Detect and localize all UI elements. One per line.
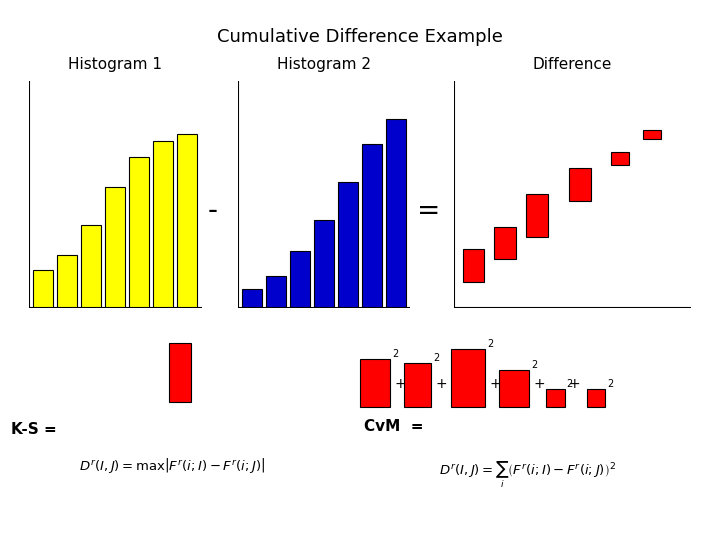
Text: 2: 2 [392, 348, 398, 359]
Bar [362, 144, 382, 308]
Bar [643, 130, 660, 139]
Bar [546, 389, 564, 407]
Bar [289, 251, 310, 308]
Text: +: + [569, 377, 580, 392]
Text: $D^{r}(I,J)=\sum_{i}\left(F^{r}(i;I)-F^{r}(i;J)\right)^{2}$: $D^{r}(I,J)=\sum_{i}\left(F^{r}(i;I)-F^{… [439, 460, 616, 490]
Text: -: - [207, 197, 217, 225]
Text: Histogram 2: Histogram 2 [277, 57, 371, 72]
Text: Histogram 1: Histogram 1 [68, 57, 162, 72]
Text: K-S =: K-S = [11, 422, 57, 437]
Bar [499, 369, 529, 407]
Text: =: = [417, 197, 440, 225]
Bar [177, 134, 197, 308]
Text: Difference: Difference [533, 57, 612, 72]
Bar [169, 343, 191, 402]
Text: 2: 2 [433, 353, 439, 363]
Bar [611, 152, 629, 165]
Bar [338, 182, 359, 308]
Bar [360, 359, 390, 407]
Bar [153, 141, 174, 308]
Bar [105, 187, 125, 308]
Text: $D^{r}(I,J)=\max\left|F^{r}(i;I)-F^{r}(i;J)\right|$: $D^{r}(I,J)=\max\left|F^{r}(i;I)-F^{r}(i… [79, 456, 266, 475]
Text: +: + [395, 377, 406, 392]
Text: +: + [534, 377, 545, 392]
Bar [314, 220, 334, 308]
Text: 2: 2 [607, 379, 613, 389]
Bar [462, 249, 485, 282]
Bar [587, 389, 606, 407]
Text: +: + [435, 377, 446, 392]
Bar [129, 157, 150, 308]
Text: +: + [490, 377, 501, 392]
Bar [242, 289, 262, 308]
Bar [57, 255, 78, 308]
Text: 2: 2 [531, 360, 537, 369]
Bar [494, 227, 516, 259]
Text: 2: 2 [567, 379, 572, 389]
Text: 2: 2 [487, 339, 493, 349]
Bar [404, 363, 431, 407]
Bar [570, 168, 591, 201]
Bar [386, 119, 406, 308]
Bar [81, 225, 102, 308]
Bar [451, 349, 485, 407]
Bar [266, 276, 287, 308]
Text: CvM  =: CvM = [364, 419, 423, 434]
Bar [33, 270, 53, 308]
Text: Cumulative Difference Example: Cumulative Difference Example [217, 28, 503, 46]
Bar [526, 194, 548, 237]
